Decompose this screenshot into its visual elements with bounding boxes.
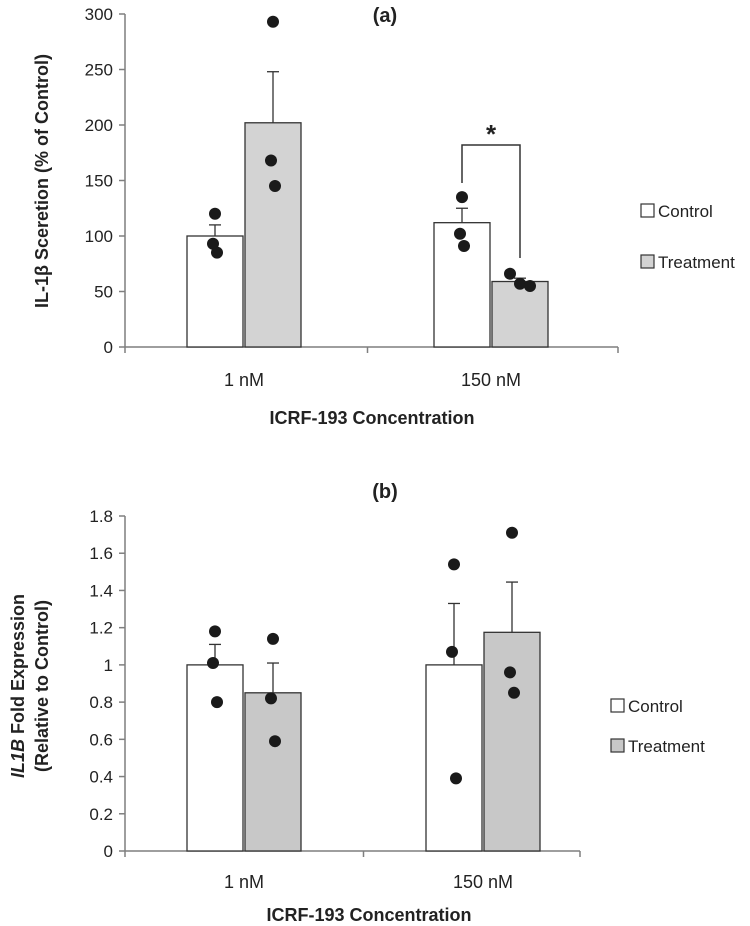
- data-point-a: [267, 15, 279, 28]
- x-axis-title-a: ICRF-193 Concentration: [269, 408, 474, 428]
- legend-label-a-control: Control: [658, 202, 713, 221]
- legend-swatch-a-treatment: [640, 254, 655, 269]
- y-tick-label-b: 1: [104, 656, 113, 675]
- data-point-b: [508, 686, 520, 699]
- data-point-b: [446, 645, 458, 658]
- data-point-a: [458, 239, 470, 252]
- x-tick-label-b: 150 nM: [453, 872, 513, 892]
- y-tick-label-b: 0: [104, 842, 113, 861]
- data-point-a: [514, 277, 526, 290]
- x-tick-label-b: 1 nM: [224, 872, 264, 892]
- y-axis-title-b-line2: (Relative to Control): [32, 600, 52, 772]
- y-axis-title-a: IL-1β Sceretion (% of Control): [32, 54, 52, 308]
- data-point-a: [209, 207, 221, 220]
- chart-panel-a: (a) IL-1β Sceretion (% of Control) ICRF-…: [32, 5, 735, 428]
- legend-swatch-a-control: [640, 203, 655, 218]
- legend-label-a-treatment: Treatment: [658, 253, 735, 272]
- y-tick-label-b: 1.6: [89, 544, 113, 563]
- panel-label-b: (b): [372, 481, 398, 503]
- data-point-b: [269, 735, 281, 748]
- y-tick-label-a: 0: [104, 338, 113, 357]
- data-point-a: [456, 191, 468, 204]
- bar-b-control-2: [425, 664, 483, 852]
- y-tick-label-b: 1.8: [89, 507, 113, 526]
- y-tick-label-b: 0.2: [89, 805, 113, 824]
- data-point-b: [506, 526, 518, 539]
- bar-b-control-1: [186, 664, 244, 852]
- legend-swatch-b-treatment: [610, 738, 625, 753]
- data-point-b: [448, 558, 460, 571]
- data-point-b: [504, 666, 516, 679]
- x-tick-label-a: 1 nM: [224, 370, 264, 390]
- bar-b-treatment-2: [483, 631, 541, 852]
- y-tick-label-a: 200: [85, 116, 113, 135]
- legend-label-b-control: Control: [628, 697, 683, 716]
- legend-label-b-treatment: Treatment: [628, 737, 705, 756]
- x-tick-label-a: 150 nM: [461, 370, 521, 390]
- x-axis-title-b: ICRF-193 Concentration: [266, 905, 471, 925]
- data-point-a: [454, 227, 466, 240]
- data-point-a: [211, 246, 223, 259]
- significance-star: *: [486, 119, 497, 149]
- data-point-b: [209, 625, 221, 638]
- y-axis-title-b-line1: IL1B Fold Expression: [8, 594, 28, 778]
- y-tick-label-a: 50: [94, 283, 113, 302]
- data-point-a: [524, 279, 536, 292]
- bar-a-treatment-2: [491, 280, 549, 348]
- data-point-a: [265, 154, 277, 167]
- y-tick-label-a: 150: [85, 172, 113, 191]
- significance-bracket: [461, 144, 521, 258]
- bar-b-treatment-1: [244, 692, 302, 852]
- y-tick-label-a: 300: [85, 5, 113, 24]
- data-point-a: [504, 267, 516, 280]
- data-point-b: [267, 632, 279, 645]
- y-axis-title-b-gene: IL1B: [8, 739, 28, 778]
- y-tick-label-b: 0.8: [89, 693, 113, 712]
- y-axis-title-b-rest: Fold Expression: [8, 594, 28, 739]
- data-point-b: [211, 696, 223, 709]
- y-tick-label-a: 250: [85, 61, 113, 80]
- data-point-b: [265, 692, 277, 705]
- marks-a: 0 50 100 150 200 250 300 1 nM 150 nM * Control Trea…: [85, 5, 735, 390]
- legend-swatch-b-control: [610, 698, 625, 713]
- data-point-b: [450, 772, 462, 785]
- y-tick-label-b: 1.4: [89, 581, 113, 600]
- chart-panel-b: (b) IL1B Fold Expression (Relative to Co…: [8, 481, 705, 925]
- panel-label-a: (a): [373, 5, 397, 27]
- y-tick-label-b: 0.4: [89, 768, 113, 787]
- y-tick-label-a: 100: [85, 227, 113, 246]
- data-point-a: [269, 180, 281, 193]
- marks-b: 0 0.2 0.4 0.6 0.8 1 1.2 1.4 1.6 1.8 1 nM 150 nM Cont…: [89, 507, 705, 892]
- y-tick-label-b: 1.2: [89, 619, 113, 638]
- data-point-b: [207, 657, 219, 670]
- y-tick-label-b: 0.6: [89, 730, 113, 749]
